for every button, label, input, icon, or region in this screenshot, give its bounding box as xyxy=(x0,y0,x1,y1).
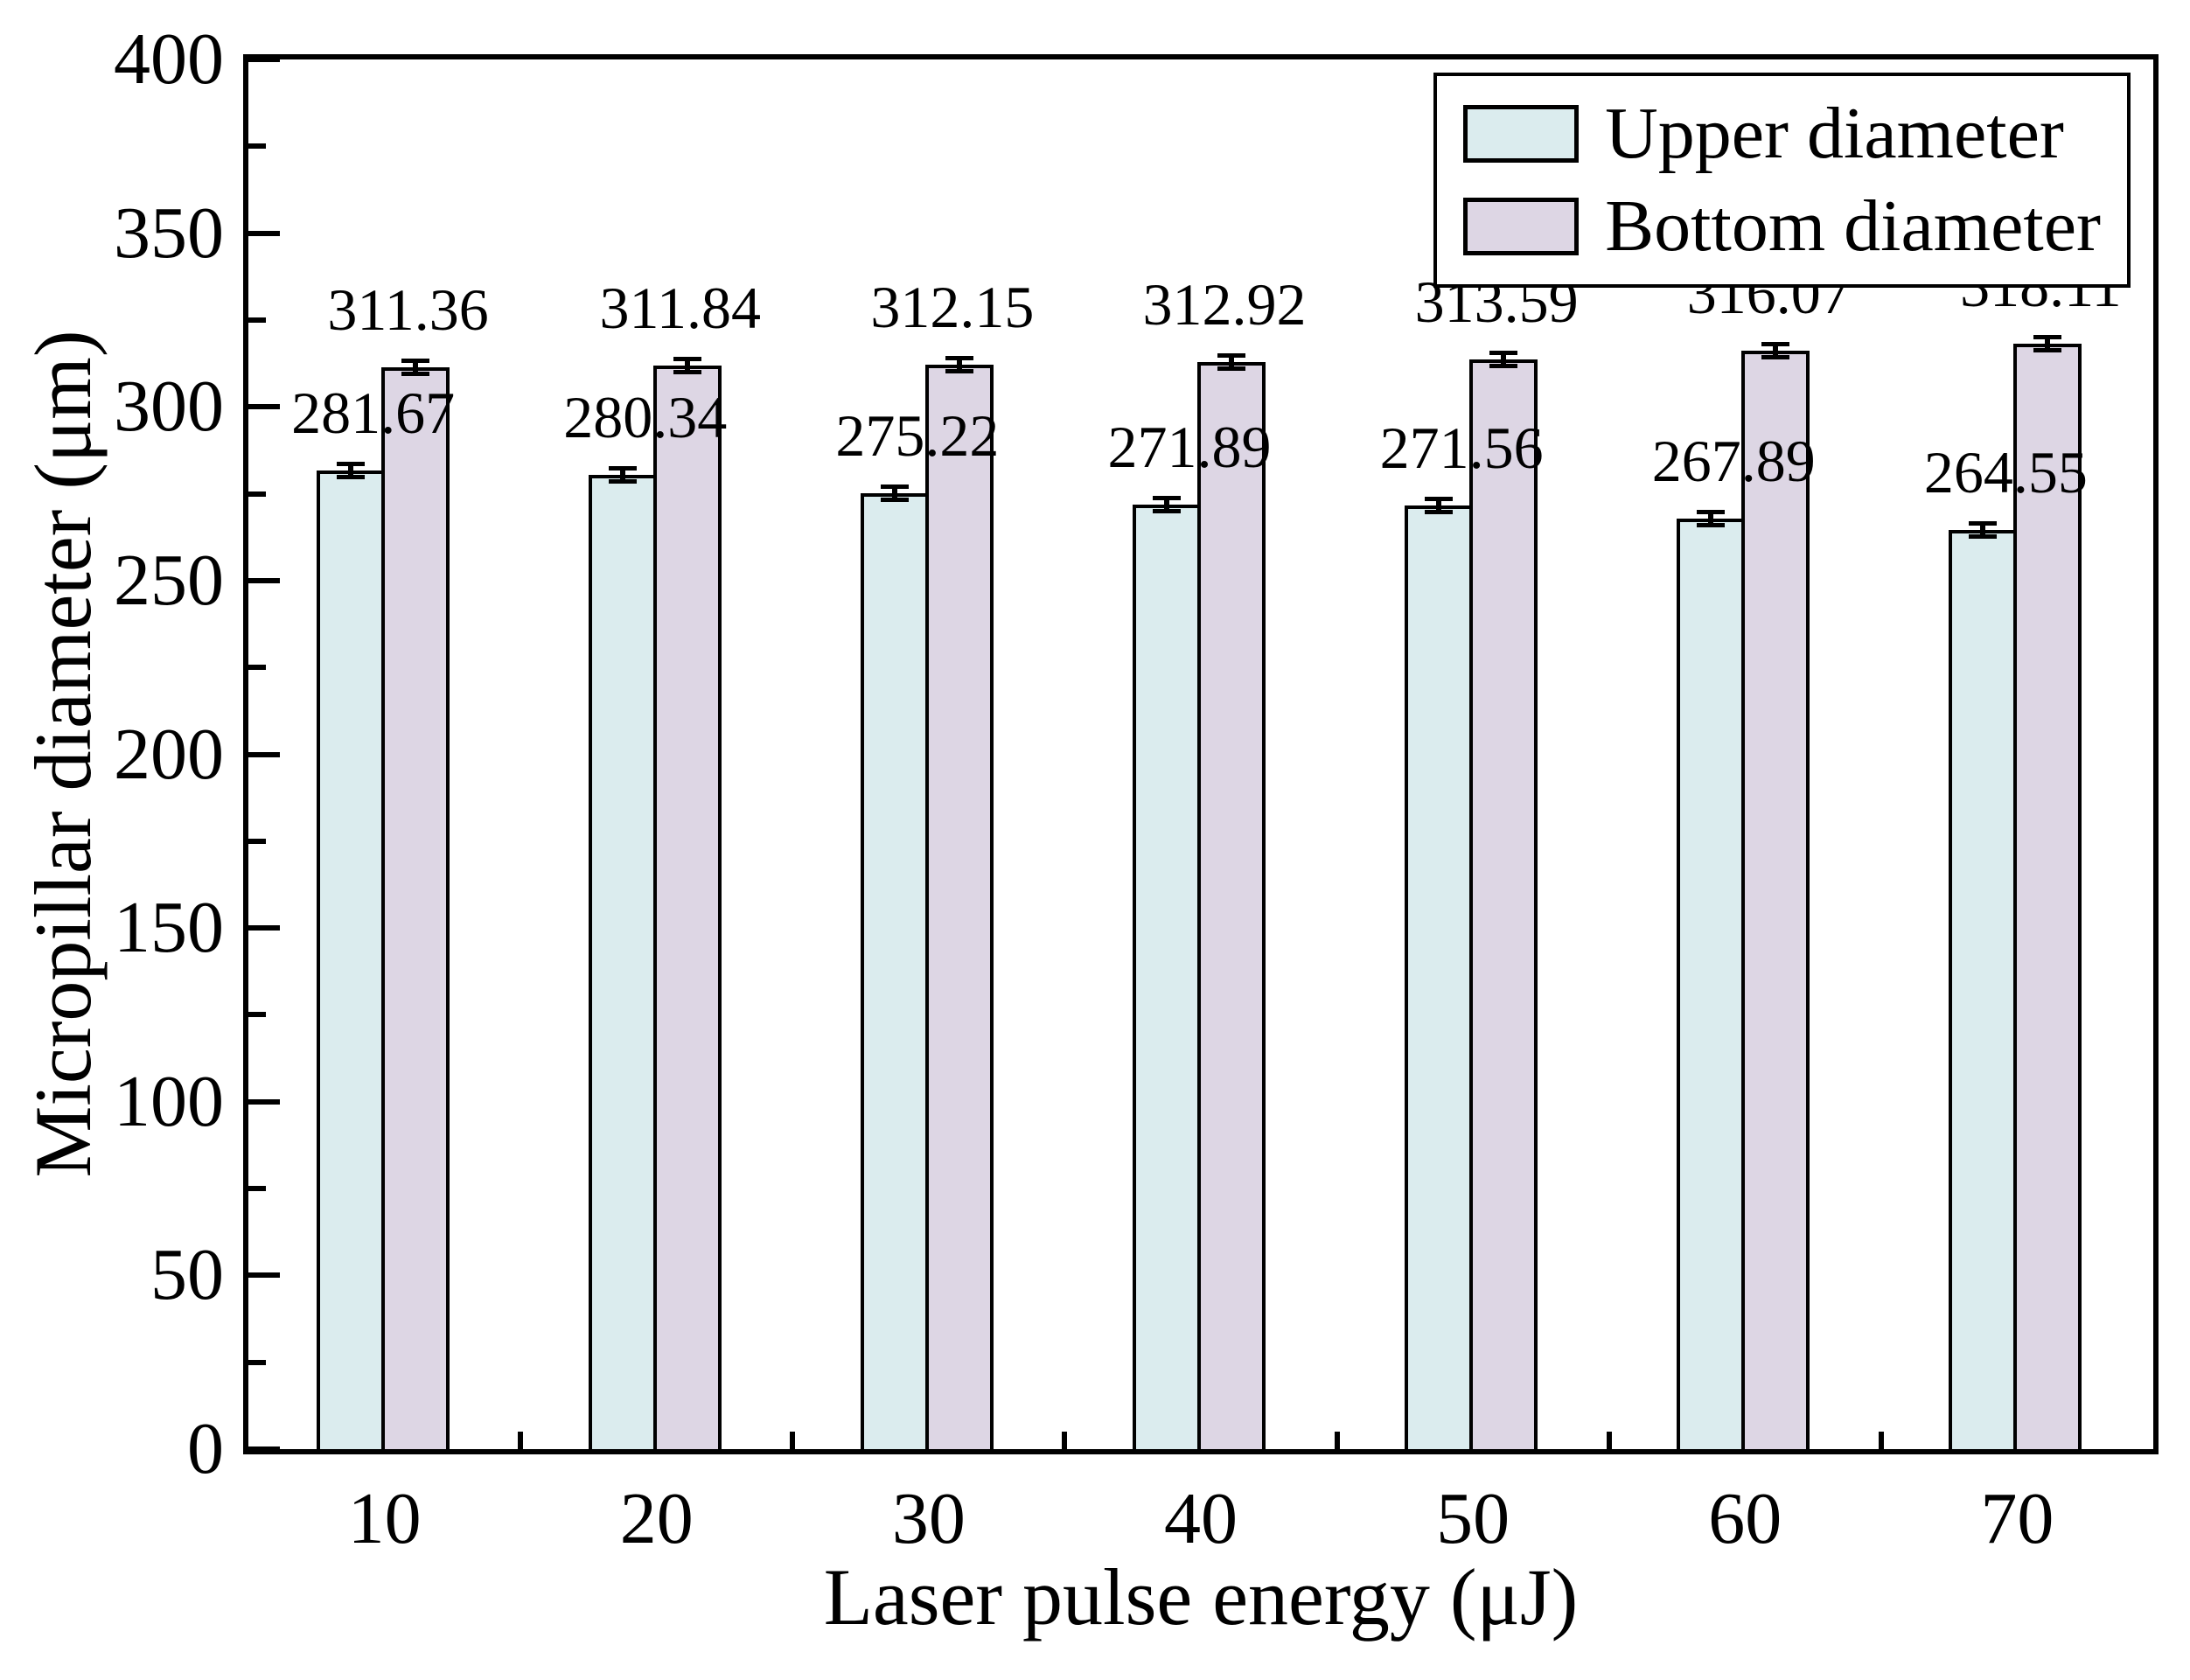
bar-bottom-50 xyxy=(1469,359,1538,1449)
y-major-tick-0 xyxy=(248,1446,280,1452)
error-bar-stem xyxy=(619,466,625,484)
value-label-upper-10: 281.67 xyxy=(291,380,456,447)
value-label-bottom-30: 312.15 xyxy=(870,274,1035,341)
legend-label-upper-diameter: Upper diameter xyxy=(1605,93,2064,174)
x-tick-label-30: 30 xyxy=(891,1478,966,1559)
error-bar-stem xyxy=(1164,496,1169,513)
error-bar-stem xyxy=(1229,353,1234,371)
x-minor-tick-2 xyxy=(790,1432,796,1449)
error-bar-stem xyxy=(1436,497,1442,515)
y-major-tick-50 xyxy=(248,1272,280,1279)
bar-bottom-20 xyxy=(652,366,722,1449)
x-minor-tick-3 xyxy=(1062,1432,1068,1449)
value-label-bottom-20: 311.84 xyxy=(599,275,761,342)
value-label-upper-30: 275.22 xyxy=(835,401,1000,469)
bar-upper-30 xyxy=(860,492,929,1449)
y-axis-title: Micropillar diameter (μm) xyxy=(18,330,108,1178)
bar-upper-70 xyxy=(1949,530,2018,1449)
bar-upper-50 xyxy=(1405,505,1474,1449)
y-major-tick-250 xyxy=(248,577,280,583)
x-minor-tick-6 xyxy=(1878,1432,1884,1449)
y-major-tick-300 xyxy=(248,404,280,410)
y-minor-tick-25 xyxy=(248,1359,266,1365)
y-minor-tick-175 xyxy=(248,838,266,844)
x-tick-label-60: 60 xyxy=(1708,1478,1782,1559)
y-tick-label-400: 400 xyxy=(114,18,224,100)
value-label-upper-60: 267.89 xyxy=(1651,427,1816,494)
error-bar-stem xyxy=(1980,521,1986,540)
value-label-bottom-10: 311.36 xyxy=(327,276,489,344)
y-tick-label-0: 0 xyxy=(187,1408,224,1489)
bar-bottom-10 xyxy=(380,367,450,1449)
legend-item-bottom-diameter: Bottom diameter xyxy=(1463,188,2101,265)
bar-upper-20 xyxy=(588,475,657,1449)
y-tick-label-100: 100 xyxy=(114,1060,224,1142)
legend: Upper diameter Bottom diameter xyxy=(1433,73,2131,288)
error-bar-stem xyxy=(2045,335,2051,353)
y-minor-tick-225 xyxy=(248,665,266,671)
error-bar-stem xyxy=(1501,351,1507,369)
y-major-tick-200 xyxy=(248,751,280,757)
y-major-tick-400 xyxy=(248,57,280,62)
legend-swatch-bottom-diameter xyxy=(1463,198,1580,255)
legend-label-bottom-diameter: Bottom diameter xyxy=(1605,185,2101,267)
y-tick-label-200: 200 xyxy=(114,713,224,795)
y-minor-tick-125 xyxy=(248,1012,266,1018)
value-label-upper-70: 264.55 xyxy=(1923,439,2088,506)
y-minor-tick-325 xyxy=(248,317,266,323)
x-tick-label-10: 10 xyxy=(347,1478,422,1559)
error-bar-stem xyxy=(956,356,962,373)
y-tick-label-350: 350 xyxy=(114,192,224,274)
legend-item-upper-diameter: Upper diameter xyxy=(1463,95,2101,172)
y-tick-label-300: 300 xyxy=(114,366,224,448)
error-bar-stem xyxy=(1773,342,1779,360)
bar-bottom-70 xyxy=(2013,344,2082,1449)
x-minor-tick-5 xyxy=(1606,1432,1612,1449)
x-tick-label-40: 40 xyxy=(1164,1478,1238,1559)
error-bar-stem xyxy=(1708,509,1714,527)
bar-upper-60 xyxy=(1677,518,1746,1449)
bar-upper-10 xyxy=(316,471,385,1449)
bar-bottom-60 xyxy=(1741,351,1810,1449)
y-major-tick-100 xyxy=(248,1098,280,1105)
value-label-bottom-40: 312.92 xyxy=(1142,271,1307,338)
value-label-upper-20: 280.34 xyxy=(563,384,728,451)
bar-bottom-30 xyxy=(924,364,994,1449)
error-bar-stem xyxy=(684,357,690,375)
x-minor-tick-4 xyxy=(1334,1432,1340,1449)
y-minor-tick-275 xyxy=(248,491,266,497)
plot-area: 0 50 100 150 200 250 300 350 400 10 20 30 40 50 60 70 2… xyxy=(114,23,2159,1556)
y-tick-label-50: 50 xyxy=(150,1234,224,1316)
error-bar-stem xyxy=(347,462,353,479)
error-bar-stem xyxy=(891,484,897,502)
bar-upper-40 xyxy=(1133,504,1201,1449)
y-major-tick-150 xyxy=(248,925,280,931)
y-tick-label-250: 250 xyxy=(114,539,224,621)
x-minor-tick-1 xyxy=(518,1432,524,1449)
y-minor-tick-375 xyxy=(248,143,266,150)
legend-swatch-upper-diameter xyxy=(1463,105,1580,163)
x-tick-label-20: 20 xyxy=(619,1478,694,1559)
value-label-upper-40: 271.89 xyxy=(1107,414,1272,480)
x-tick-label-50: 50 xyxy=(1436,1478,1510,1559)
y-tick-label-150: 150 xyxy=(114,887,224,969)
y-major-tick-350 xyxy=(248,230,280,236)
bar-bottom-40 xyxy=(1197,361,1266,1449)
x-axis-title: Laser pulse energy (μJ) xyxy=(823,1552,1579,1642)
error-bar-stem xyxy=(412,359,418,377)
y-minor-tick-75 xyxy=(248,1186,266,1192)
value-label-upper-50: 271.56 xyxy=(1379,415,1544,482)
x-tick-label-70: 70 xyxy=(1980,1478,2054,1559)
